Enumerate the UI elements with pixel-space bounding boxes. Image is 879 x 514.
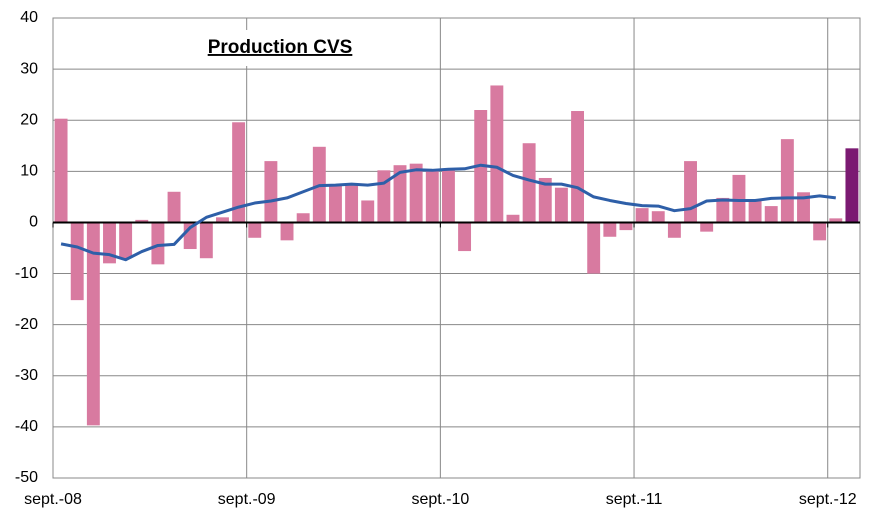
bar <box>425 169 439 223</box>
bar <box>458 222 472 252</box>
bar <box>328 185 342 223</box>
bar <box>377 170 391 223</box>
bar <box>119 222 133 259</box>
bar <box>522 143 536 223</box>
x-tick-label: sept.-12 <box>799 491 857 508</box>
bar <box>700 222 714 232</box>
bar <box>571 111 585 223</box>
title-box <box>180 30 376 66</box>
bar <box>151 222 165 265</box>
bar <box>296 213 310 223</box>
bar <box>490 85 504 223</box>
bar <box>135 219 149 223</box>
x-tick-label: sept.-08 <box>24 491 82 508</box>
bar <box>845 148 859 223</box>
bar <box>506 214 520 223</box>
y-tick-label: 10 <box>20 163 38 180</box>
bar <box>345 185 359 223</box>
bar <box>813 222 827 241</box>
y-tick-label: -20 <box>15 316 38 333</box>
y-tick-label: 30 <box>20 60 38 77</box>
bar <box>619 222 633 231</box>
bar <box>764 206 778 223</box>
bar <box>232 122 246 223</box>
bar <box>651 211 665 223</box>
bar <box>441 170 455 223</box>
bar <box>70 222 84 301</box>
x-tick-label: sept.-10 <box>411 491 469 508</box>
bar <box>54 118 68 223</box>
chart-title: Production CVS <box>208 37 353 58</box>
y-tick-label: 20 <box>20 111 38 128</box>
y-tick-label: 40 <box>20 9 38 26</box>
bar <box>167 191 181 223</box>
bar <box>361 200 375 223</box>
bar <box>554 187 568 223</box>
bar <box>393 165 407 223</box>
y-tick-label: -30 <box>15 367 38 384</box>
bar <box>635 208 649 223</box>
bar <box>780 139 794 223</box>
bar <box>667 222 681 238</box>
y-tick-label: -40 <box>15 418 38 435</box>
bar <box>587 222 601 274</box>
bar <box>199 222 213 259</box>
bar <box>280 222 294 241</box>
bar <box>264 161 278 223</box>
bar <box>732 174 746 223</box>
bar <box>248 222 262 238</box>
bar <box>409 163 423 223</box>
plot-border <box>52 17 861 479</box>
bar <box>538 177 552 223</box>
y-tick-label: 0 <box>29 214 38 231</box>
bar <box>86 222 100 426</box>
x-tick-label: sept.-09 <box>218 491 276 508</box>
y-tick-label: -50 <box>15 469 38 486</box>
bar <box>603 222 617 237</box>
x-tick-label: sept.-11 <box>606 491 663 508</box>
line <box>60 163 836 262</box>
bar <box>684 161 697 223</box>
bar <box>748 199 762 223</box>
bar <box>829 218 843 223</box>
bar <box>797 192 810 223</box>
bar <box>216 217 229 223</box>
y-tick-label: -10 <box>15 265 38 282</box>
bar <box>716 197 730 223</box>
